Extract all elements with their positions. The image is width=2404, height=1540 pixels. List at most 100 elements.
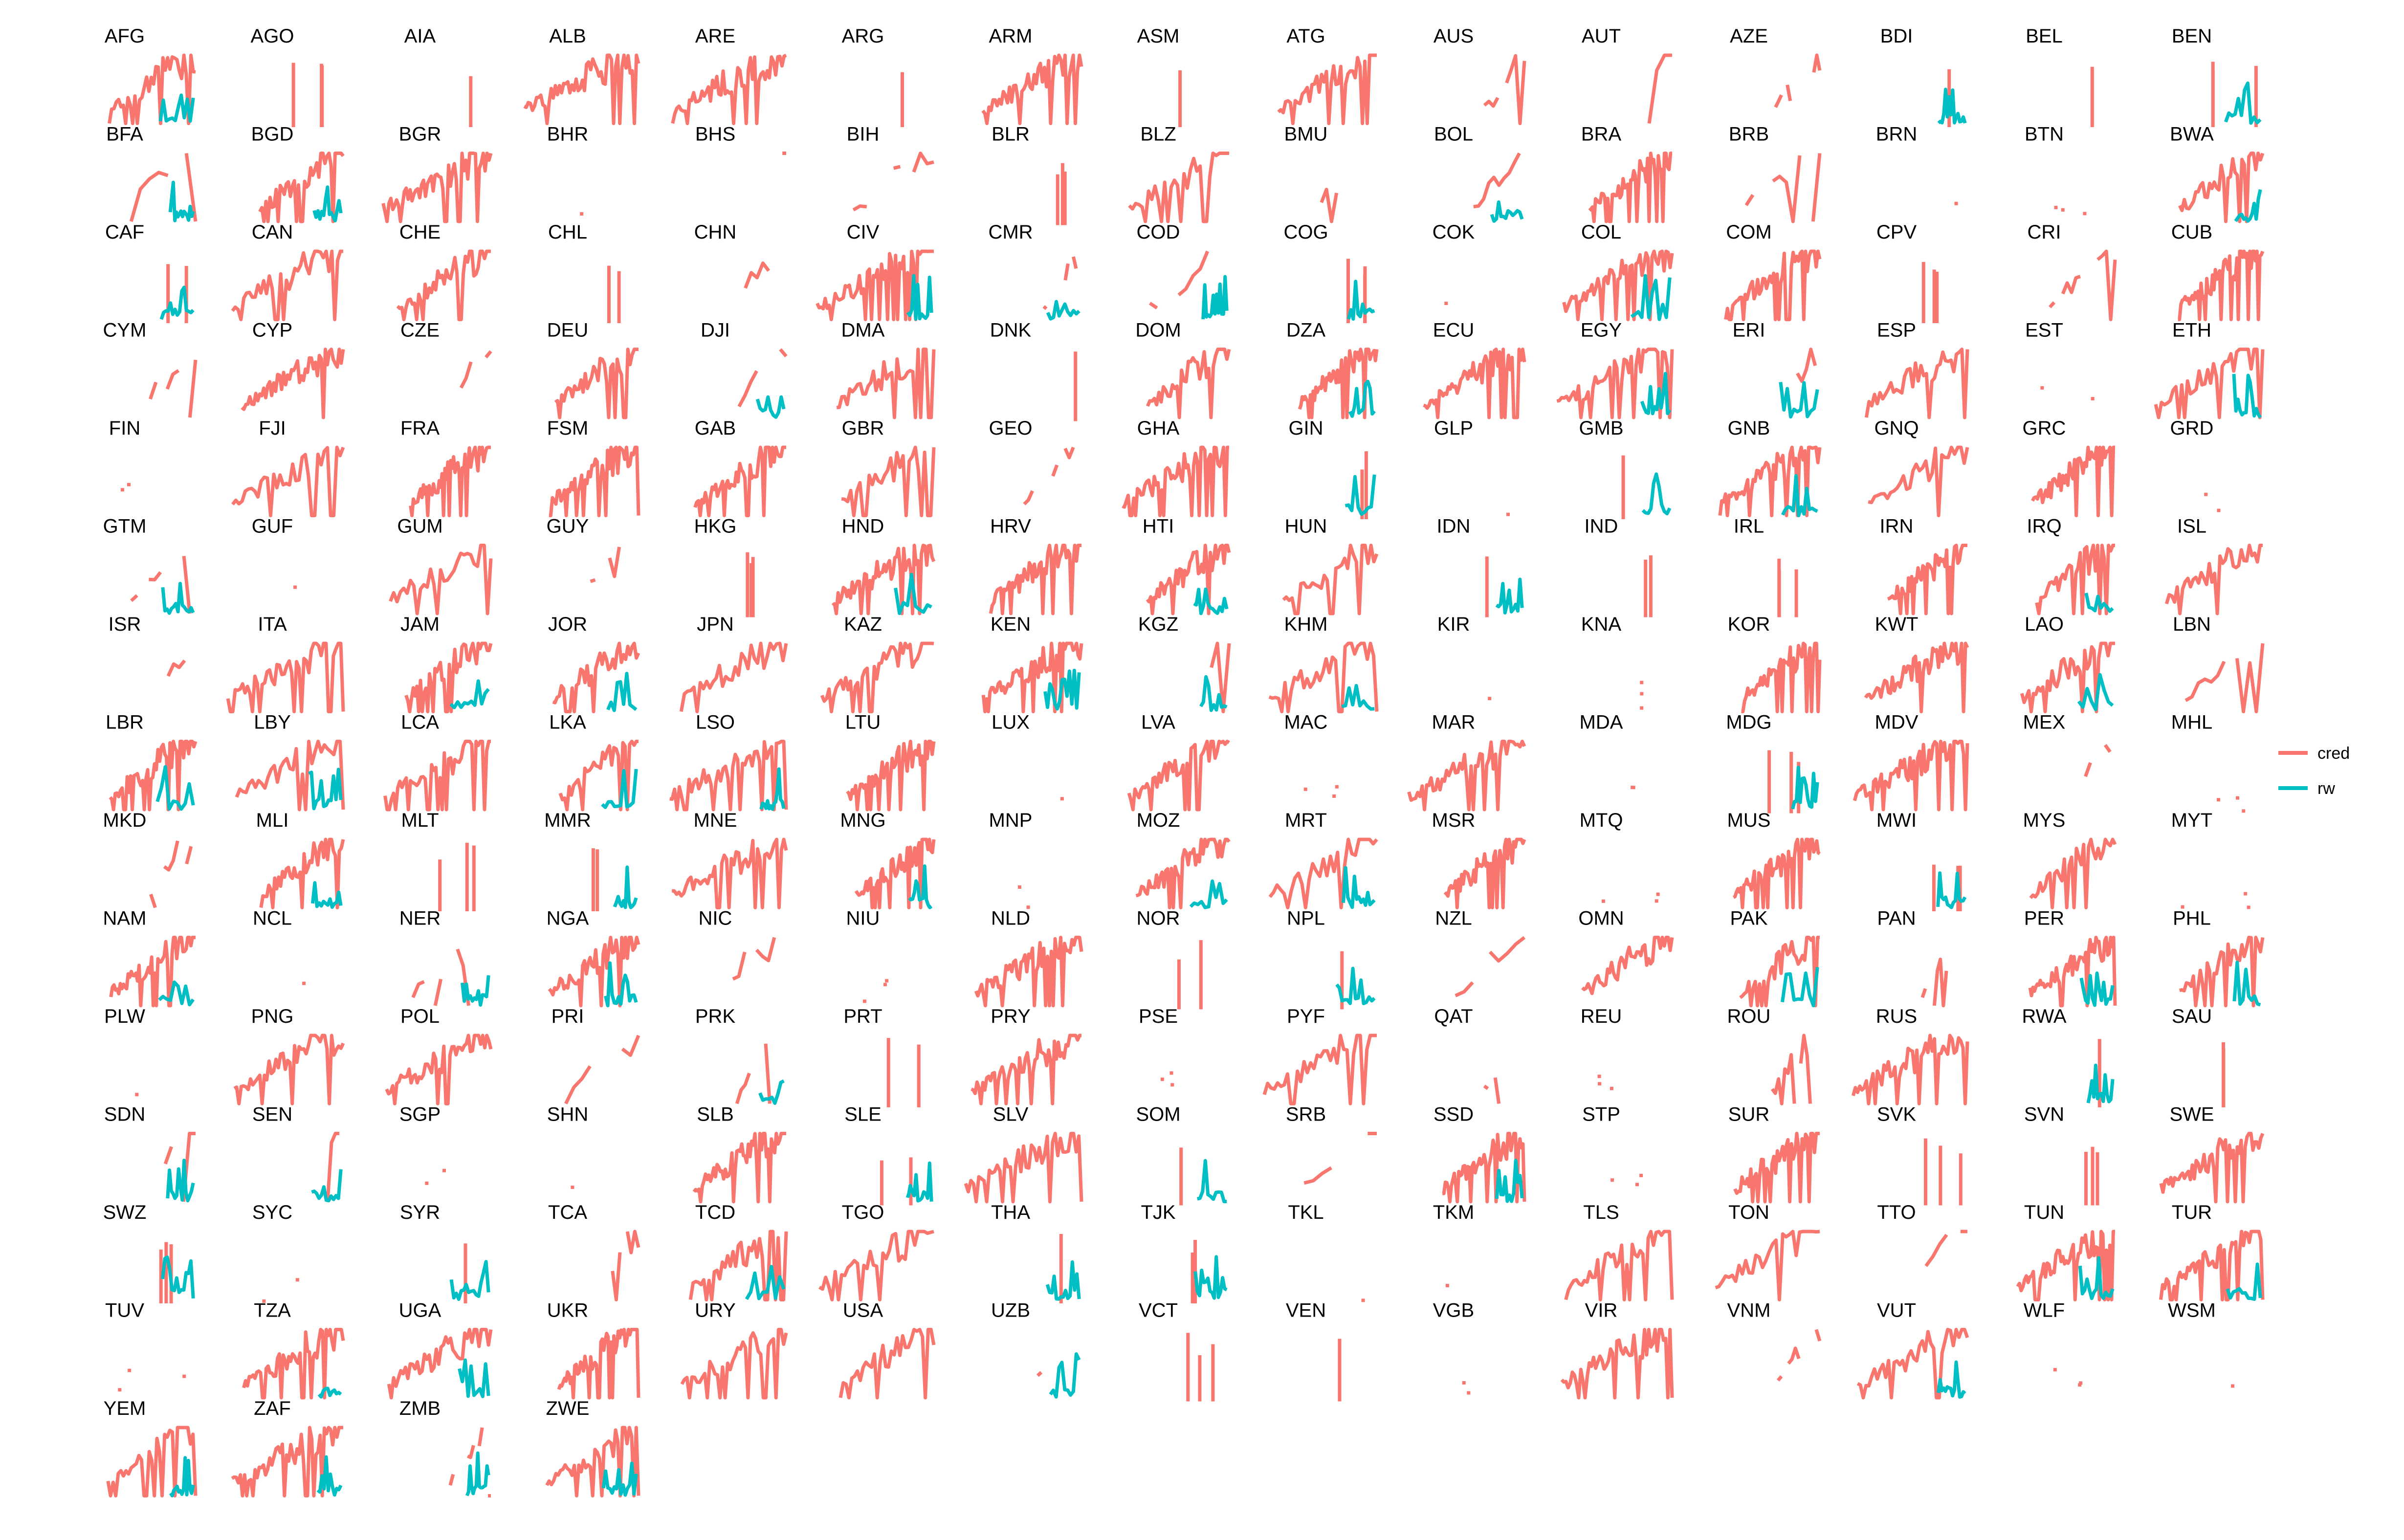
panel-title: GRC (2023, 418, 2066, 439)
series-line-cred (1922, 950, 1967, 1006)
series-line-rw (1937, 1360, 1966, 1399)
panel-cze: CZE (400, 320, 492, 389)
series-line-cred (852, 152, 934, 212)
series-line-rw (2086, 1063, 2115, 1103)
panel-plot-area (1937, 69, 1967, 127)
series-point-cred (2244, 892, 2248, 896)
panel-title: SWE (2169, 1104, 2214, 1125)
panel-plot-area (548, 936, 640, 1008)
panel-plot-area (1455, 936, 1526, 997)
series-line-cred (2178, 249, 2265, 321)
panel-pak: PAK (1730, 908, 1820, 1008)
series-line-cred (1473, 152, 1521, 209)
panel-gha: GHA (1122, 418, 1229, 517)
series-line-cred (1772, 1035, 1817, 1104)
series-line-cred (2184, 643, 2265, 713)
panel-tls: TLS (1564, 1202, 1674, 1301)
panel-plot-area (1060, 797, 1064, 801)
panel-plot-area (1128, 152, 1229, 223)
series-line-cred (242, 1328, 345, 1400)
series-line-cred (149, 840, 193, 908)
panel-plot-area (2178, 152, 2265, 223)
panel-swe: SWE (2159, 1104, 2265, 1204)
panel-mhl: MHL (2171, 712, 2246, 813)
series-line-cred (974, 936, 1083, 1008)
series-line-rw (449, 1260, 490, 1301)
panel-plot-area (449, 1243, 490, 1303)
series-line-cred (1724, 249, 1822, 321)
panel-aze: AZE (1730, 25, 1822, 108)
series-point-cred (1160, 1078, 1164, 1081)
series-line-cred (168, 643, 196, 676)
series-line-cred (231, 1426, 343, 1497)
panel-title: MOZ (1137, 810, 1180, 831)
panel-title: NIU (846, 908, 880, 929)
series-point-cred (128, 1368, 132, 1372)
series-point-cred (1640, 681, 1644, 684)
series-line-rw (758, 1079, 785, 1105)
panel-irl: IRL (1734, 516, 1798, 617)
panel-ner: NER (399, 908, 491, 1006)
series-line-rw (166, 1159, 195, 1203)
series-line-rw (1495, 1159, 1524, 1203)
panel-jam: JAM (400, 614, 493, 713)
series-line-cred (231, 445, 345, 517)
panel-guy: GUY (547, 516, 629, 582)
series-point-cred (2181, 905, 2184, 909)
panel-title: TLS (1583, 1202, 1619, 1223)
series-line-cred (1868, 445, 1969, 517)
panel-title: SYC (252, 1202, 292, 1223)
panel-plot-area (258, 152, 345, 223)
panel-title: TTO (1877, 1202, 1916, 1223)
panel-plot-area (1779, 348, 1819, 419)
panel-plot-area (149, 359, 198, 418)
panel-title: MTQ (1580, 810, 1623, 831)
panel-plot-area (1303, 1132, 1377, 1185)
panel-title: IRQ (2027, 516, 2061, 537)
panel-vgb: VGB (1433, 1300, 1474, 1395)
panel-title: IRL (1734, 516, 1764, 537)
series-line-cred (2020, 641, 2115, 713)
panel-plot-area (1640, 681, 1644, 710)
panel-plot-area (1921, 262, 1939, 323)
series-line-rw (908, 864, 933, 909)
series-line-cred (746, 263, 786, 319)
panel-plot-area (1922, 950, 1967, 1006)
panel-title: KHM (1284, 614, 1328, 635)
panel-plot-area (680, 1328, 788, 1400)
panel-com: COM (1724, 221, 1822, 321)
series-line-cred (1715, 1230, 1820, 1301)
panel-plot-area (1322, 154, 1372, 222)
panel-plot-area (2231, 1384, 2235, 1388)
panel-title: FRA (400, 418, 440, 439)
panel-plot-area (523, 53, 640, 125)
panel-mda: MDA (1580, 712, 1658, 788)
panel-mrt: MRT (1268, 810, 1378, 909)
panel-deu: DEU (547, 320, 639, 419)
panel-title: MHL (2171, 712, 2212, 733)
panel-plot-area (1767, 750, 1819, 814)
panel-title: GUY (547, 516, 589, 537)
panel-ita: ITA (226, 614, 345, 713)
panel-title: PAK (1730, 908, 1767, 929)
panel-stp: STP (1582, 1104, 1643, 1187)
panel-fji: FJI (231, 418, 345, 517)
panel-nam: NAM (103, 908, 196, 1008)
panel-cyp: CYP (241, 320, 345, 419)
panel-plot-area (1473, 152, 1524, 223)
panel-mmr: MMR (544, 810, 638, 911)
series-line-cred (383, 740, 491, 812)
panel-title: LVA (1141, 712, 1175, 733)
panel-title: MDV (1875, 712, 1919, 733)
panel-title: NAM (103, 908, 147, 929)
series-line-cred (1744, 153, 1822, 223)
panel-plot-area (409, 445, 491, 517)
series-point-cred (2079, 1381, 2083, 1385)
panel-title: VEN (1286, 1300, 1326, 1321)
panel-mne: MNE (672, 810, 788, 909)
panel-plot-area (2217, 796, 2246, 813)
series-point-cred (1597, 1075, 1601, 1078)
panel-gin: GIN (1288, 418, 1376, 519)
series-point-cred (1954, 201, 1958, 205)
panel-plot-area (231, 249, 343, 321)
